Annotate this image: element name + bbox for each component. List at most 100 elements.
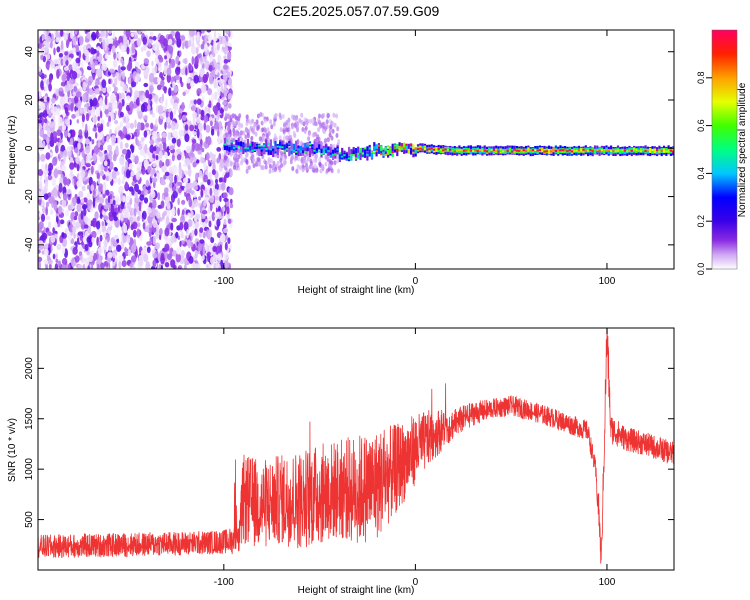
heatmap-carrier-cell [393, 146, 397, 149]
heatmap-noise-cell [177, 266, 182, 269]
heatmap-carrier-cell [527, 150, 530, 153]
colorbar-tick-label: 0.2 [696, 215, 706, 228]
heatmap-carrier-cell [568, 149, 571, 152]
heatmap-carrier-cell [272, 146, 275, 152]
heatmap-noise-cell [327, 137, 331, 143]
heatmap-noise-cell [231, 120, 235, 125]
heatmap-noise-cell [211, 155, 216, 165]
heatmap-carrier-cell [230, 145, 233, 151]
heatmap-noise-cell [152, 112, 156, 118]
heatmap-noise-cell [223, 260, 230, 269]
heatmap-carrier-cell [327, 150, 330, 152]
heatmap-carrier-cell [343, 154, 346, 157]
heatmap-noise-cell [85, 113, 90, 122]
heatmap-noise-cell [196, 37, 200, 42]
heatmap-carrier-cell [274, 151, 277, 154]
heatmap-carrier-cell [274, 141, 277, 146]
heatmap-carrier-cell [272, 146, 275, 149]
heatmap-noise-cell [97, 177, 101, 185]
heatmap-noise-cell [76, 51, 80, 56]
heatmap-noise-cell [45, 201, 50, 208]
heatmap-noise-cell [164, 262, 170, 268]
heatmap-noise-cell [110, 205, 115, 214]
heatmap-noise-cell [204, 42, 208, 52]
heatmap-noise-cell [65, 209, 69, 217]
heatmap-noise-cell [218, 177, 223, 183]
heatmap-noise-cell [102, 57, 105, 67]
heatmap-noise-cell [85, 163, 91, 168]
heatmap-carrier-cell [458, 149, 461, 152]
heatmap-noise-cell [145, 89, 150, 99]
heatmap-noise-cell [121, 165, 125, 176]
heatmap-noise-cell [200, 156, 205, 164]
heatmap-carrier-cell [237, 142, 240, 148]
heatmap-noise-cell [260, 165, 264, 170]
heatmap-noise-cell [300, 112, 304, 118]
heatmap-noise-cell [73, 85, 78, 93]
heatmap-noise-cell [91, 217, 97, 228]
heatmap-carrier-cell [564, 148, 567, 151]
heatmap-noise-cell [303, 129, 307, 135]
heatmap-noise-cell [202, 73, 208, 84]
heatmap-noise-cell [202, 231, 206, 239]
heatmap-noise-cell [206, 186, 210, 197]
heatmap-noise-cell [188, 182, 194, 189]
heatmap-noise-cell [66, 146, 72, 152]
heatmap-noise-cell [252, 163, 256, 169]
heatmap-noise-cell [155, 118, 158, 127]
heatmap-noise-cell [269, 158, 273, 164]
heatmap-noise-cell [97, 138, 101, 148]
heatmap-noise-cell [307, 131, 311, 137]
heatmap-noise-cell [38, 249, 41, 254]
heatmap-noise-cell [45, 163, 48, 171]
heatmap-noise-cell [303, 117, 307, 123]
heatmap-carrier-cell [223, 138, 226, 147]
heatmap-noise-cell [227, 78, 232, 86]
heatmap-noise-cell [214, 107, 218, 116]
heatmap-noise-cell [42, 140, 46, 150]
snr-x-tick-label: 0 [413, 577, 419, 588]
heatmap-carrier-cell [267, 142, 270, 145]
heatmap-carrier-cell [619, 150, 622, 153]
heatmap-carrier-cell [410, 145, 413, 155]
heatmap-noise-cell [209, 120, 213, 127]
heatmap-noise-cell [287, 122, 291, 128]
heatmap-noise-cell [69, 162, 75, 170]
heatmap-carrier-cell [474, 149, 477, 152]
heatmap-noise-cell [311, 117, 315, 123]
heatmap-noise-cell [77, 142, 81, 150]
heatmap-noise-cell [57, 205, 63, 215]
heatmap-carrier-cell [306, 145, 309, 148]
heatmap-noise-cell [194, 249, 198, 259]
heatmap-noise-cell [330, 168, 334, 174]
heatmap-noise-cell [157, 192, 161, 201]
heatmap-noise-cell [225, 132, 229, 138]
heatmap-noise-cell [223, 55, 227, 60]
heatmap-noise-cell [175, 231, 179, 239]
heatmap-noise-cell [158, 66, 162, 72]
heatmap-carrier-cell [304, 150, 307, 153]
heatmap-noise-cell [108, 78, 111, 84]
heatmap-noise-cell [59, 219, 65, 225]
heatmap-noise-cell [333, 160, 337, 166]
heatmap-noise-cell [118, 72, 122, 82]
heatmap-noise-cell [94, 88, 100, 95]
heatmap-carrier-cell [354, 157, 358, 160]
heatmap-noise-cell [91, 139, 95, 145]
heatmap-noise-cell [134, 155, 139, 165]
heatmap-noise-cell [176, 138, 181, 148]
heatmap-noise-cell [43, 244, 49, 248]
heatmap-noise-cell [73, 232, 76, 239]
heatmap-noise-cell [46, 136, 50, 145]
heatmap-carrier-cell [435, 148, 438, 151]
heatmap-noise-cell [103, 204, 109, 210]
heatmap-noise-cell [206, 30, 212, 33]
heatmap-noise-cell [279, 127, 283, 133]
heatmap-noise-cell [285, 135, 289, 141]
heatmap-carrier-cell [359, 148, 362, 151]
heatmap-noise-cell [112, 31, 116, 40]
heatmap-noise-cell [319, 168, 323, 174]
heatmap-noise-cell [92, 197, 96, 208]
heatmap-noise-cell [259, 112, 263, 117]
heatmap-carrier-cell [520, 149, 523, 152]
